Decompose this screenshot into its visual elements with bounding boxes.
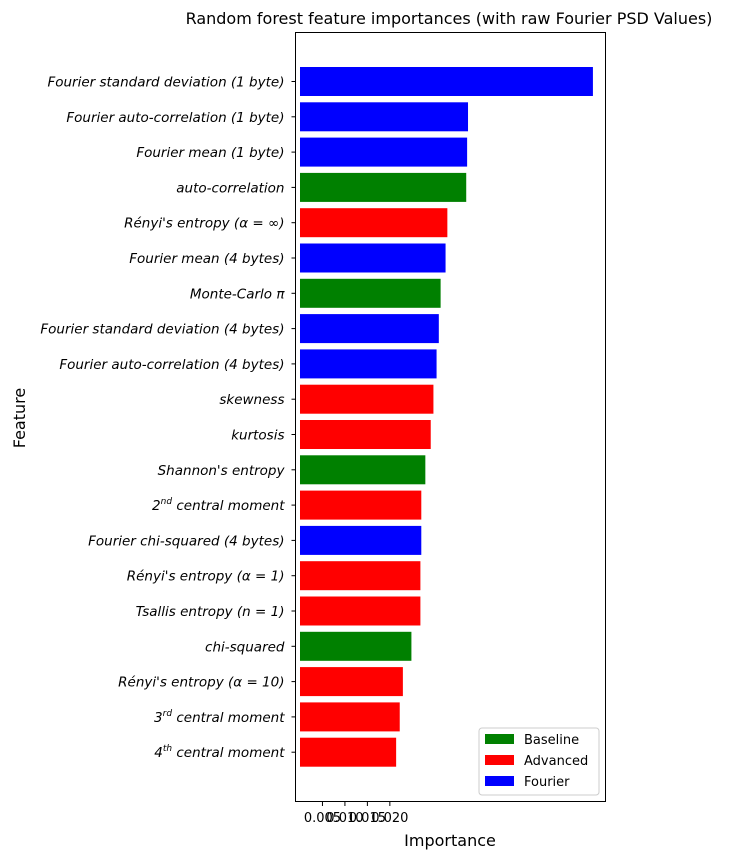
bar-5 [299, 208, 448, 238]
y-tick-label: 2nd central moment [152, 497, 285, 514]
bar-2 [299, 102, 469, 132]
bar-17 [299, 631, 412, 661]
bar-1 [299, 67, 593, 96]
y-tick-label: Fourier standard deviation (4 bytes) [40, 322, 284, 338]
y-axis-label: Feature [10, 388, 29, 448]
y-tick-label: Rényi's entropy (α = 1) [127, 569, 285, 585]
bar-15 [299, 561, 421, 591]
y-tick-labels: Fourier standard deviation (1 byte) Fouri… [40, 75, 296, 761]
legend-swatch-advanced [485, 755, 514, 765]
bar-20 [299, 737, 397, 767]
y-tick-label: Fourier mean (4 bytes) [129, 251, 284, 267]
y-tick-label: Fourier chi-squared (4 bytes) [88, 533, 284, 549]
x-tick-label: 0.020 [371, 811, 408, 826]
bar-11 [299, 420, 431, 449]
bar-13 [299, 490, 422, 520]
bar-6 [299, 243, 446, 273]
y-tick-label: Monte-Carlo π [190, 286, 285, 302]
y-tick-label: Tsallis entropy (n = 1) [136, 604, 285, 620]
legend-label-advanced: Advanced [524, 754, 588, 769]
y-tick-label: Rényi's entropy (α = 10) [118, 675, 284, 691]
bar-18 [299, 667, 403, 697]
x-tick-label: 0.015 [349, 811, 386, 826]
bar-9 [299, 349, 437, 379]
legend-label-baseline: Baseline [524, 733, 579, 748]
y-tick-label: Fourier standard deviation (1 byte) [47, 75, 284, 91]
legend-swatch-baseline [485, 734, 514, 744]
bar-7 [299, 278, 441, 308]
y-tick-label: skewness [219, 392, 284, 408]
bar-4 [299, 172, 467, 202]
legend-swatch-fourier [485, 776, 514, 786]
bar-16 [299, 596, 421, 626]
y-tick-label: Shannon's entropy [158, 463, 286, 479]
x-tick-label: 0.010 [326, 811, 363, 826]
legend-label-fourier: Fourier [524, 775, 570, 790]
y-tick-label: Rényi's entropy (α = ∞) [124, 216, 284, 232]
bar-3 [299, 137, 468, 167]
y-tick-label: kurtosis [231, 428, 284, 444]
legend: Baseline Advanced Fourier [478, 727, 600, 796]
y-tick-label: Fourier auto-correlation (1 byte) [66, 110, 284, 126]
bar-19 [299, 702, 400, 732]
y-tick-label: chi-squared [205, 639, 285, 655]
x-tick-label: 0.005 [304, 811, 341, 826]
y-tick-label: auto-correlation [176, 180, 284, 196]
plot-frame [295, 32, 606, 802]
y-tick-label: 4th central moment [154, 744, 285, 761]
bar-8 [299, 314, 439, 344]
bar-10 [299, 384, 434, 414]
chart-title: Random forest feature importances (with … [186, 9, 713, 28]
y-tick-label: Fourier auto-correlation (4 bytes) [59, 357, 284, 373]
x-axis-label: Importance [404, 831, 496, 850]
bar-12 [299, 455, 426, 485]
y-tick-label: Fourier mean (1 byte) [136, 145, 284, 161]
y-tick-label: 3rd central moment [154, 709, 285, 726]
bars-group [299, 67, 593, 767]
bar-14 [299, 525, 422, 555]
